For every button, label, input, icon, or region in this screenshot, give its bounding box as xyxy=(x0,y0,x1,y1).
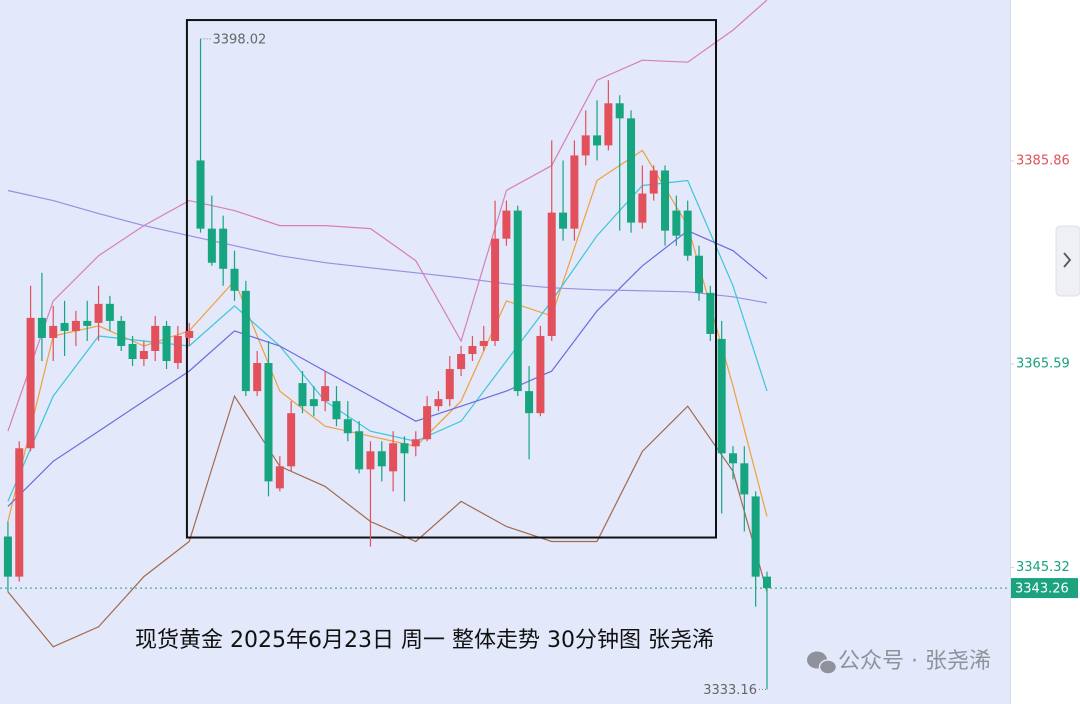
candle-body xyxy=(219,228,228,269)
candle-body xyxy=(695,255,704,293)
candle-body xyxy=(332,401,341,420)
candle-body xyxy=(275,466,284,489)
candle-body xyxy=(751,496,760,577)
candle-body xyxy=(94,303,103,323)
candle-body xyxy=(559,212,568,229)
candle-body xyxy=(196,160,205,229)
candle-body xyxy=(661,170,670,231)
candle-body xyxy=(105,303,114,321)
candle-body xyxy=(729,453,738,464)
candle-body xyxy=(593,135,602,146)
indicator-line xyxy=(7,189,768,304)
candle-body xyxy=(513,210,522,392)
candle-body xyxy=(627,118,636,223)
price-axis: 3385.86 3365.59 3345.32 3343.26 xyxy=(1010,153,1078,599)
last-price-label: 3343.26 xyxy=(1015,582,1069,597)
candle-body xyxy=(264,363,273,482)
candle-body xyxy=(3,536,12,577)
candle-body xyxy=(83,320,92,326)
plot-area: 3398.02 3333.16 xyxy=(0,0,1010,698)
candle-body xyxy=(162,325,171,362)
candle-body xyxy=(525,391,534,414)
candle-body xyxy=(49,325,58,338)
candle-body xyxy=(762,576,771,589)
candle-body xyxy=(434,399,443,407)
y-tick-label: 3365.59 xyxy=(1016,357,1070,372)
indicator-line xyxy=(7,230,768,507)
watermark: 公众号 · 张尧浠 xyxy=(807,649,991,675)
annotation: 现货黄金 2025年6月23日 周一 整体走势 30分钟图 张尧浠 xyxy=(135,628,714,653)
box-annotation xyxy=(185,19,718,539)
candle-body xyxy=(117,320,126,346)
plot-background xyxy=(0,0,1010,704)
candle-body xyxy=(173,335,182,364)
candle-body xyxy=(207,228,216,263)
candle-body xyxy=(253,363,262,392)
candle-body xyxy=(71,320,80,331)
candle-body xyxy=(139,350,148,360)
candle-body xyxy=(241,290,250,392)
candle-body xyxy=(355,431,364,470)
candle-body xyxy=(389,443,398,472)
candle-body xyxy=(287,413,296,467)
candle-body xyxy=(683,210,692,256)
candle-body xyxy=(638,193,647,223)
candle-body xyxy=(581,135,590,156)
candle-body xyxy=(128,343,137,360)
indicator-line xyxy=(7,0,768,432)
candle-body xyxy=(604,103,613,146)
candle-body xyxy=(479,340,488,346)
candle-body xyxy=(717,338,726,454)
candle-body xyxy=(230,268,239,291)
chevron-icon[interactable] xyxy=(1063,252,1072,268)
candle-body xyxy=(321,386,330,402)
high-label: 3398.02 xyxy=(213,32,267,47)
candle-body xyxy=(468,345,477,355)
candle-body xyxy=(185,330,194,338)
y-tick-label: 3385.86 xyxy=(1016,153,1070,168)
candle-body xyxy=(570,155,579,229)
watermark-text: 公众号 · 张尧浠 xyxy=(838,649,991,674)
candle-body xyxy=(615,103,624,119)
wechat-icon xyxy=(807,651,838,675)
price-axis-panel xyxy=(1010,0,1080,704)
candle-body xyxy=(536,335,545,414)
candle-body xyxy=(502,210,511,239)
candle-body xyxy=(547,212,556,336)
candle-body xyxy=(740,463,749,495)
candle-body xyxy=(672,210,681,236)
candle-body xyxy=(411,439,420,447)
candle-body xyxy=(151,325,160,351)
y-tick-label: 3345.32 xyxy=(1016,560,1070,575)
candle-body xyxy=(366,451,375,470)
candle-body xyxy=(26,317,35,449)
candle-body xyxy=(491,238,500,341)
candle-body xyxy=(377,451,386,467)
candle-body xyxy=(343,419,352,434)
candle-body xyxy=(400,443,409,454)
candle-body xyxy=(15,448,24,577)
indicator-line xyxy=(7,394,768,648)
candle-body xyxy=(457,354,466,370)
candle-body xyxy=(37,317,46,338)
candle-body xyxy=(309,399,318,407)
candle-body xyxy=(445,369,454,400)
low-label: 3333.16 xyxy=(703,683,757,698)
collapse-button[interactable] xyxy=(1055,225,1080,297)
candle-body xyxy=(649,170,658,194)
candle-body xyxy=(423,406,432,440)
candle-body xyxy=(60,322,69,331)
last-price-box xyxy=(1011,578,1078,599)
candle-body xyxy=(298,383,307,407)
candle-body xyxy=(706,292,715,334)
